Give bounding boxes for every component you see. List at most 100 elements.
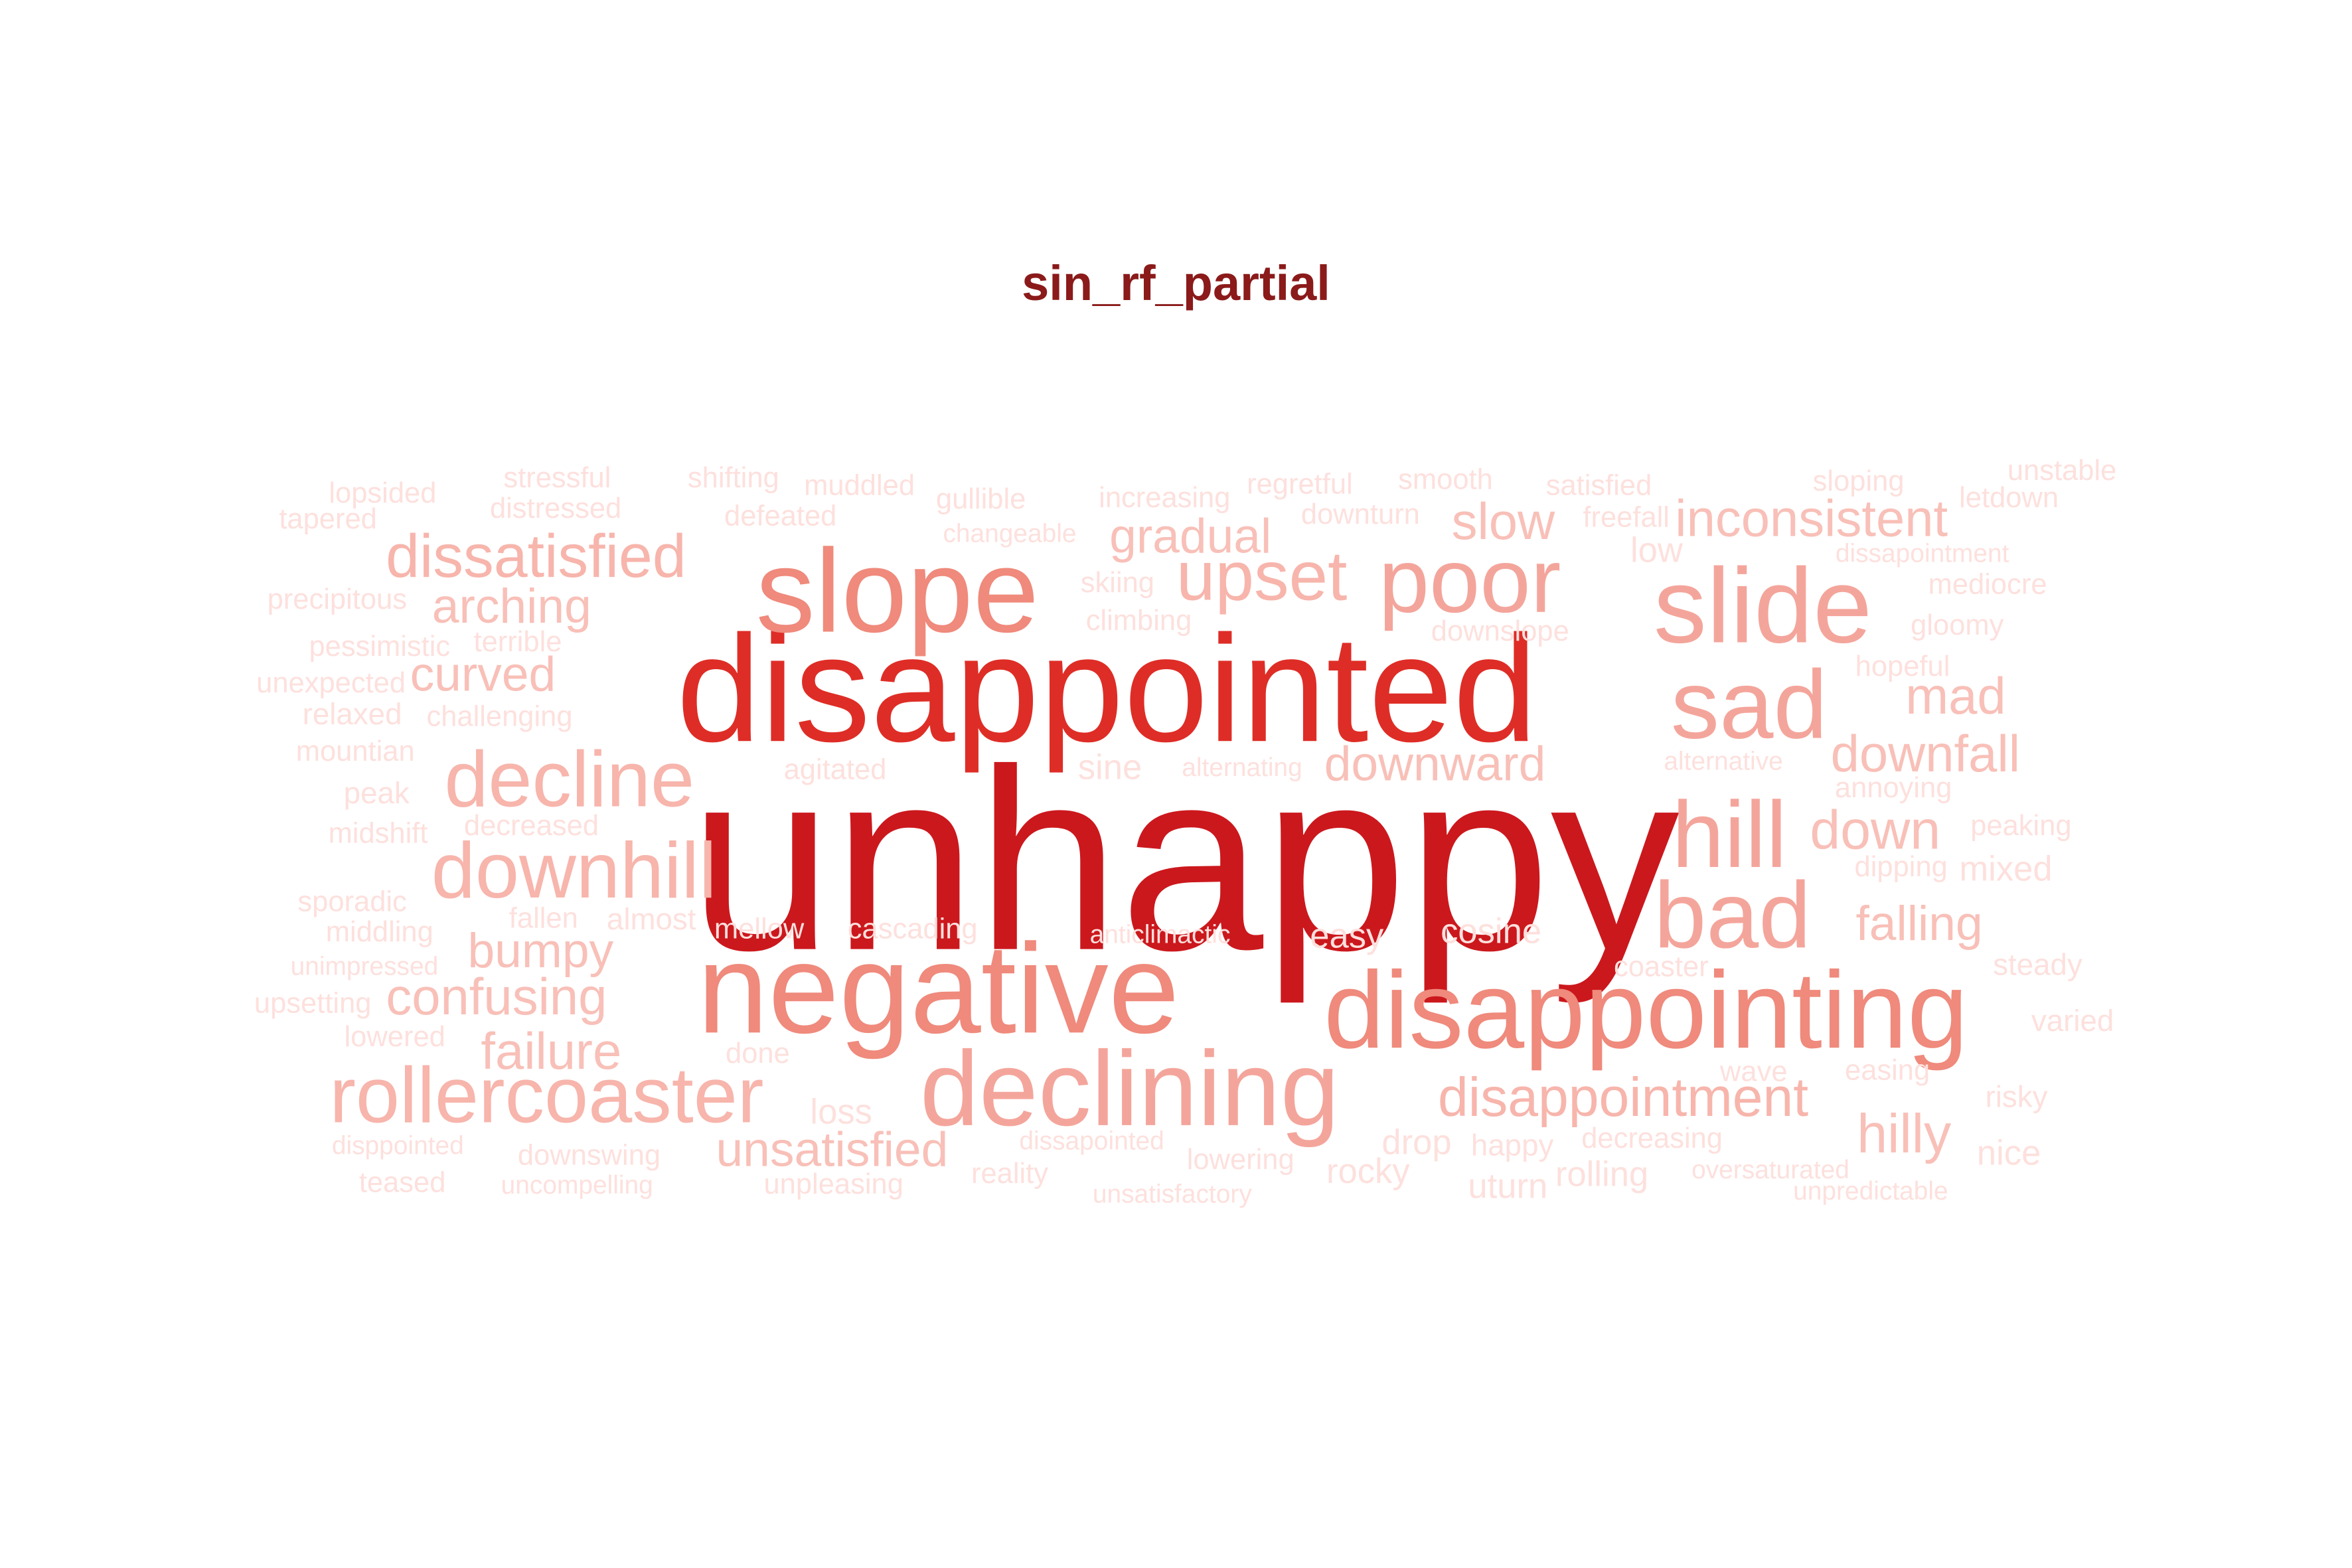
word-unpredictable: unpredictable [1793,1177,1948,1206]
word-dissapointed: dissapointed [1019,1127,1164,1156]
word-freefall: freefall [1583,502,1670,534]
word-unsatisfactory: unsatisfactory [1093,1180,1252,1209]
word-alternative: alternative [1664,747,1782,776]
word-mountian: mountian [296,736,415,767]
word-disappointing: disappointing [1324,949,1968,1071]
word-gullible: gullible [936,483,1026,515]
word-easy: easy [1310,916,1384,955]
word-rollercoaster: rollercoaster [329,1051,763,1139]
word-bumpy: bumpy [467,923,613,978]
word-curved: curved [410,647,556,702]
word-sporadic: sporadic [297,886,406,917]
word-lowered: lowered [345,1021,445,1053]
word-anticlimactic: anticlimactic [1090,920,1231,949]
word-tapered: tapered [279,503,377,535]
word-skiing: skiing [1081,567,1154,599]
word-coaster: coaster [1614,951,1709,983]
word-middling: middling [326,916,433,948]
word-upsetting: upsetting [254,988,372,1020]
word-hilly: hilly [1857,1103,1951,1164]
word-slope: slope [756,524,1039,657]
word-inconsistent: inconsistent [1675,490,1948,547]
word-satisfied: satisfied [1546,470,1652,502]
word-challenging: challenging [426,700,572,732]
word-loss: loss [810,1093,872,1132]
word-arching: arching [432,579,591,633]
word-shifting: shifting [688,462,779,494]
word-rocky: rocky [1326,1152,1410,1191]
word-lopsided: lopsided [329,477,436,509]
word-stressful: stressful [503,462,611,494]
word-alternating: alternating [1182,753,1302,782]
word-failure: failure [481,1023,621,1080]
word-done: done [726,1038,790,1069]
word-downward: downward [1324,737,1546,791]
word-mixed: mixed [1959,850,2052,889]
word-disppointed: disppointed [332,1131,464,1160]
word-downfall: downfall [1831,726,2020,783]
word-sine: sine [1078,747,1142,787]
word-unsatisfied: unsatisfied [716,1123,948,1177]
word-unstable: unstable [2007,455,2116,487]
word-reality: reality [971,1158,1048,1190]
word-teased: teased [359,1167,446,1199]
word-poor: poor [1379,530,1561,632]
word-low: low [1630,530,1684,570]
word-down: down [1810,800,1940,861]
word-oversaturated: oversaturated [1691,1156,1849,1184]
word-distressed: distressed [490,493,621,524]
word-cascading: cascading [848,913,978,945]
word-climbing: climbing [1086,605,1192,637]
word-increasing: increasing [1099,482,1230,514]
word-gloomy: gloomy [1911,609,2003,641]
word-disappointed: disappointed [676,604,1537,773]
word-fallen: fallen [509,903,578,935]
word-mediocre: mediocre [1928,568,2047,600]
word-peak: peak [344,776,410,810]
word-varied: varied [2031,1004,2114,1038]
word-rolling: rolling [1555,1154,1648,1194]
word-sad: sad [1671,651,1828,759]
word-bad: bad [1654,863,1812,968]
word-hill: hill [1672,783,1787,888]
word-cosine: cosine [1441,911,1541,951]
word-relaxed: relaxed [303,697,402,731]
word-disappointment: disappointment [1438,1067,1808,1128]
word-terrible: terrible [474,626,562,658]
word-changeable: changeable [943,520,1076,548]
word-dissatisfied: dissatisfied [386,522,686,590]
word-precipitous: precipitous [268,584,407,615]
word-decline: decline [444,736,694,824]
word-upset: upset [1176,538,1347,615]
word-slide: slide [1654,546,1872,665]
word-regretful: regretful [1247,468,1353,500]
word-sloping: sloping [1813,465,1905,497]
word-downswing: downswing [518,1139,661,1171]
word-unexpected: unexpected [256,667,406,699]
word-smooth: smooth [1398,464,1493,496]
word-decreasing: decreasing [1581,1123,1723,1154]
word-negative: negative [697,917,1179,1059]
word-slow: slow [1452,493,1555,550]
word-happy: happy [1471,1129,1554,1162]
word-lowering: lowering [1187,1144,1294,1176]
word-wave: wave [1719,1056,1788,1088]
word-mad: mad [1905,668,2005,725]
word-dissapointment: dissapointment [1836,539,2009,568]
word-unpleasing: unpleasing [763,1168,903,1200]
word-easing: easing [1845,1054,1930,1086]
word-unhappy: unhappy [689,716,1680,1006]
word-mellow: mellow [714,913,805,945]
word-falling: falling [1855,896,1982,951]
word-unimpressed: unimpressed [291,952,439,980]
word-dipping: dipping [1855,851,1948,883]
word-agitated: agitated [784,753,887,785]
word-peaking: peaking [1970,810,2071,842]
word-downturn: downturn [1301,499,1420,530]
word-muddled: muddled [804,470,915,502]
chart-title: sin_rf_partial [1022,256,1330,311]
word-risky: risky [1986,1079,2048,1113]
word-downslope: downslope [1431,615,1569,647]
